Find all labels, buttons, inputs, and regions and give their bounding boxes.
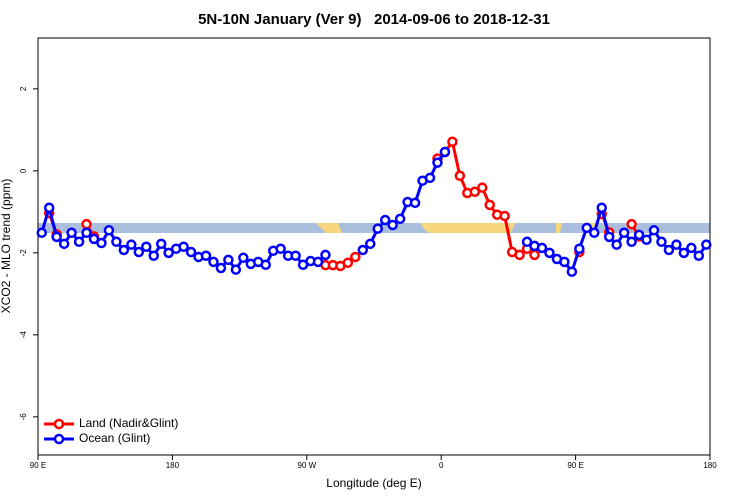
point (133, 246, 145, 258)
point (611, 239, 622, 250)
legend-marker (53, 418, 65, 430)
legend-label: Land (Nadir&Glint) (79, 416, 178, 430)
x-tick-label: 0 (439, 461, 444, 470)
point (290, 250, 301, 261)
point (238, 252, 249, 264)
point (275, 243, 286, 255)
point (163, 247, 174, 259)
y-tick-label: 0 (19, 168, 28, 173)
point (126, 239, 137, 250)
legend-label: Ocean (Glint) (79, 431, 150, 445)
point (656, 236, 667, 248)
point (663, 244, 675, 256)
point (626, 218, 637, 230)
point (566, 266, 578, 277)
point (215, 262, 227, 274)
x-tick-label: 180 (166, 461, 180, 470)
point (350, 251, 361, 263)
point (499, 210, 510, 222)
x-tick-label: 90 E (30, 461, 46, 470)
point (409, 197, 421, 209)
point (671, 239, 682, 250)
x-tick-label: 90 W (297, 461, 316, 470)
y-tick-label: -4 (19, 331, 28, 339)
point (81, 227, 92, 239)
point (379, 214, 391, 226)
point (394, 213, 406, 225)
legend: Land (Nadir&Glint)Ocean (Glint) (44, 416, 178, 445)
point (81, 218, 92, 230)
point (686, 242, 697, 254)
point (118, 244, 130, 256)
point (223, 254, 234, 266)
point (596, 202, 607, 214)
point (424, 172, 436, 184)
point (469, 186, 481, 198)
point (439, 146, 451, 158)
y-tick-label: -6 (19, 413, 28, 421)
point (603, 231, 615, 243)
point (312, 256, 324, 268)
point (693, 250, 705, 261)
x-axis-label: Longitude (deg E) (326, 476, 421, 490)
point (88, 233, 100, 245)
point (111, 236, 122, 248)
point (701, 239, 712, 250)
point (641, 234, 652, 245)
point (178, 241, 189, 252)
point (208, 256, 219, 268)
land-patches (316, 223, 598, 233)
point (589, 227, 600, 239)
point (357, 244, 369, 256)
point (260, 259, 271, 270)
point (477, 182, 488, 193)
point (66, 227, 77, 239)
point (365, 238, 376, 250)
point (200, 250, 212, 261)
point (51, 231, 62, 243)
point (633, 229, 645, 241)
point (387, 219, 398, 231)
point (514, 249, 525, 261)
point (521, 236, 533, 248)
point (678, 247, 690, 259)
point (155, 238, 167, 250)
y-tick-label: -2 (19, 249, 28, 257)
point (581, 222, 593, 234)
chart-title: 5N-10N January (Ver 9) 2014-09-06 to 201… (198, 11, 550, 28)
point (454, 170, 466, 182)
point (43, 202, 55, 214)
point (574, 243, 585, 255)
point (36, 227, 47, 239)
point (58, 238, 70, 250)
point (536, 242, 548, 254)
point (484, 199, 495, 211)
point (148, 250, 159, 261)
y-tick-label: 2 (19, 86, 28, 91)
x-tick-label: 90 E (567, 461, 583, 470)
point (73, 236, 85, 248)
point (320, 249, 331, 261)
point (648, 225, 660, 236)
y-axis-label: XCO2 - MLO trend (ppm) (0, 179, 13, 314)
point (618, 227, 630, 239)
legend-marker (53, 433, 65, 445)
point (559, 256, 570, 268)
point (544, 247, 555, 259)
x-tick-label: 180 (703, 461, 717, 470)
point (372, 223, 383, 234)
point (141, 241, 152, 252)
point (342, 257, 354, 268)
point (185, 246, 197, 258)
point (626, 236, 637, 248)
point (96, 237, 107, 249)
point (230, 264, 242, 275)
point (103, 225, 115, 236)
point (432, 157, 443, 168)
point (529, 249, 540, 261)
point (447, 136, 458, 147)
